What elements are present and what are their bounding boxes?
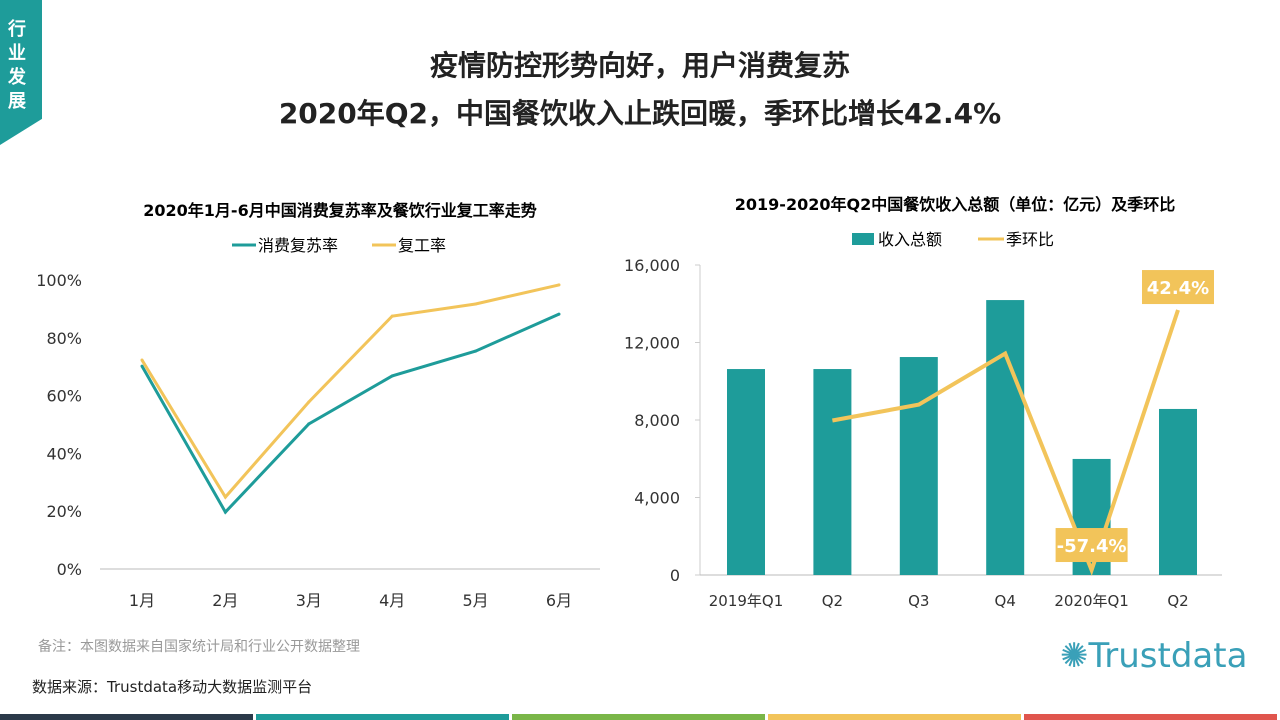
legend-label: 消费复苏率	[258, 236, 338, 255]
x-tick-label: 2020年Q1	[1054, 592, 1129, 610]
bar	[813, 369, 852, 575]
x-tick-label: 3月	[296, 591, 322, 610]
y-tick-label: 8,000	[634, 411, 680, 430]
y-tick-label: 60%	[46, 387, 82, 406]
footer-color-bar	[0, 714, 253, 720]
bar	[986, 300, 1025, 575]
data-label: -57.4%	[1057, 536, 1127, 557]
footer-color-bar	[1024, 714, 1277, 720]
series-line	[832, 309, 1180, 576]
y-tick-label: 16,000	[624, 256, 680, 275]
footer-color-bar	[512, 714, 765, 720]
chart-title: 2020年1月-6月中国消费复苏率及餐饮行业复工率走势	[143, 201, 536, 220]
bar	[1159, 408, 1197, 575]
series-line	[140, 312, 560, 515]
y-tick-label: 20%	[46, 502, 82, 521]
data-point	[223, 495, 227, 499]
data-point	[557, 312, 561, 316]
footer-color-bar	[768, 714, 1021, 720]
data-point	[140, 364, 144, 368]
data-point	[390, 374, 394, 378]
x-tick-label: 2月	[212, 591, 238, 610]
series-line	[140, 283, 560, 500]
x-tick-label: Q4	[995, 592, 1016, 610]
legend-label: 季环比	[1006, 230, 1054, 249]
y-tick-label: 4,000	[634, 489, 680, 508]
data-point	[307, 422, 311, 426]
page-title: 疫情防控形势向好，用户消费复苏	[429, 49, 850, 82]
x-tick-label: Q3	[908, 592, 929, 610]
page-subtitle: 2020年Q2，中国餐饮收入止跌回暖，季环比增长42.4%	[278, 97, 1002, 130]
legend-swatch	[852, 233, 874, 245]
y-tick-label: 100%	[36, 271, 82, 290]
y-tick-label: 80%	[46, 329, 82, 348]
data-label: 42.4%	[1147, 278, 1209, 299]
footer-color-bar	[256, 714, 509, 720]
data-point	[474, 349, 478, 353]
bar	[899, 357, 938, 575]
data-point	[223, 510, 227, 514]
data-point	[557, 283, 561, 287]
note: 备注：本图数据来自国家统计局和行业公开数据整理	[38, 639, 360, 655]
section-tag: 行业发展	[0, 0, 42, 145]
x-tick-label: 4月	[379, 591, 405, 610]
x-tick-label: 5月	[463, 591, 489, 610]
trustdata-logo: ✺Trustdata	[1060, 636, 1248, 676]
y-tick-label: 0%	[57, 560, 82, 579]
chart-title: 2019-2020年Q2中国餐饮收入总额（单位：亿元）及季环比	[735, 195, 1175, 214]
x-tick-label: 6月	[546, 591, 572, 610]
x-tick-label: 2019年Q1	[709, 592, 784, 610]
x-tick-label: Q2	[1167, 592, 1188, 610]
data-source: 数据来源：Trustdata移动大数据监测平台	[32, 678, 313, 696]
sunburst-icon: ✺	[1060, 636, 1089, 676]
x-tick-label: Q2	[822, 592, 843, 610]
x-tick-label: 1月	[129, 591, 155, 610]
y-tick-label: 40%	[46, 444, 82, 463]
data-label-box	[1142, 270, 1214, 305]
data-point	[390, 314, 394, 318]
legend-label: 复工率	[398, 236, 446, 255]
data-point	[307, 400, 311, 404]
data-label-box	[1055, 528, 1128, 563]
y-tick-label: 0	[670, 566, 680, 585]
data-point	[474, 302, 478, 306]
y-tick-label: 12,000	[624, 334, 680, 353]
legend-label: 收入总额	[878, 230, 942, 249]
data-point	[140, 358, 144, 362]
bar	[727, 369, 765, 575]
